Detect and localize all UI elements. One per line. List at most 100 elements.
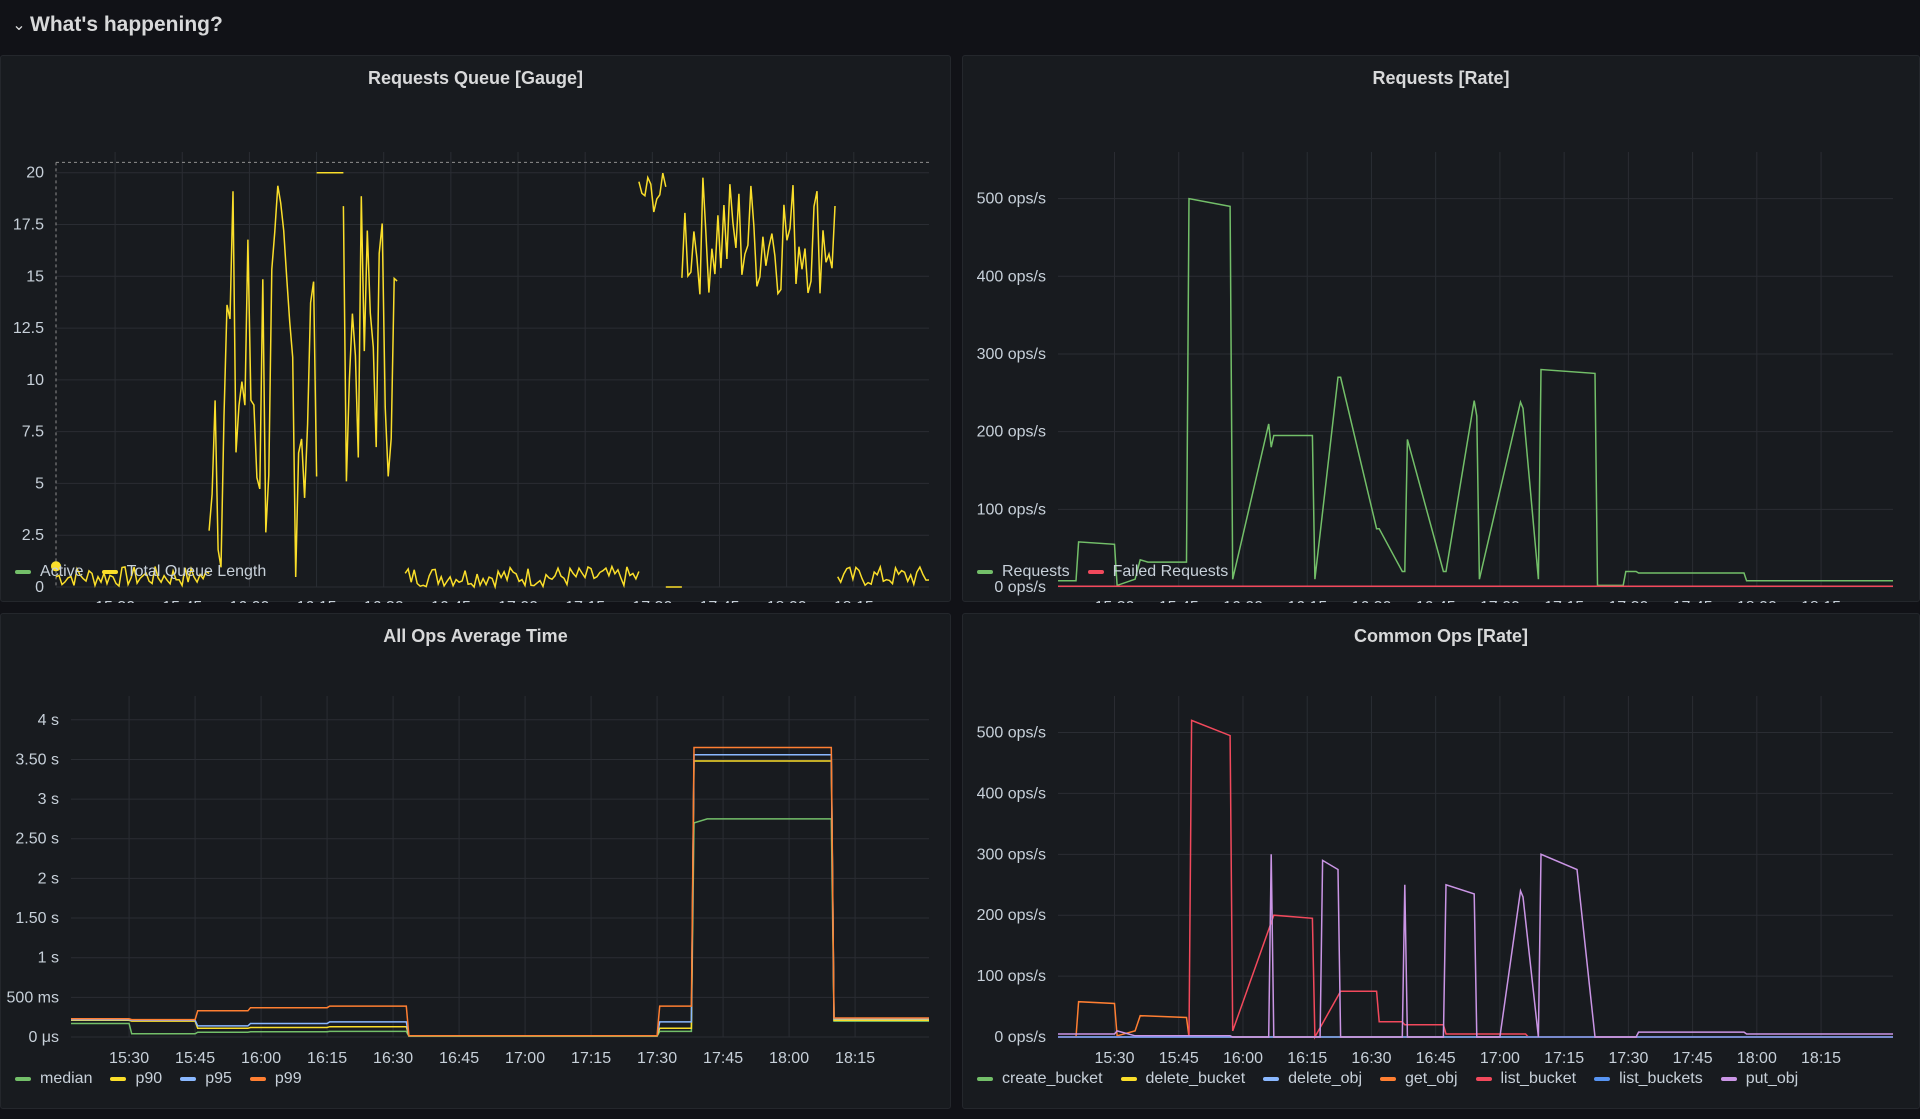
y-tick-label: 500 ms [7,989,59,1006]
y-tick-label: 500 ops/s [977,725,1046,742]
panel-title: All Ops Average Time [383,626,568,646]
y-tick-label: 7.5 [22,424,44,441]
common-ops-rate-chart: 0 ops/s 100 ops/s 200 ops/s 300 ops/s 400 op… [977,696,1893,1067]
y-tick-label: 300 ops/s [977,846,1046,863]
y-tick-label: 10 [26,372,44,389]
y-tick-label: 300 ops/s [977,346,1046,363]
legend-item-put-obj[interactable]: put_obj [1720,1070,1798,1088]
legend-swatch [101,570,118,574]
legend-item-get-obj[interactable]: get_obj [1380,1070,1458,1088]
x-tick-label: 17:30 [1608,599,1648,603]
x-tick-label: 15:30 [1094,599,1134,603]
x-tick-label: 16:30 [1351,1050,1391,1067]
x-tick-label: 17:45 [1673,599,1713,603]
x-tick-label: 15:30 [1094,1050,1134,1067]
legend-item-delete-obj[interactable]: delete_obj [1263,1070,1362,1088]
y-tick-label: 100 ops/s [977,501,1046,518]
panel-common-ops-rate[interactable]: Common Ops [Rate] 0 ops/s 100 ops/s 200 op… [962,613,1920,1109]
x-tick-label: 17:30 [632,599,672,603]
chevron-down-icon[interactable]: ⌄ [12,17,26,34]
series-point-total-queue-length [51,561,61,572]
x-tick-label: 15:45 [1159,599,1199,603]
legend-swatch [1120,1077,1137,1081]
legend-swatch [15,570,31,574]
x-tick-label: 17:45 [703,1050,743,1067]
y-tick-label: 100 ops/s [977,968,1046,985]
x-tick-label: 16:45 [431,599,471,603]
legend-item-total-queue-length[interactable]: Total Queue Length [101,563,266,581]
legend-swatch [110,1077,127,1081]
panel-title: Common Ops [Rate] [1353,626,1528,646]
series-line-total-queue-length [681,177,836,296]
x-tick-label: 17:15 [571,1050,611,1067]
series-line-total-queue-length [342,196,398,482]
y-tick-label: 0 ops/s [994,579,1046,596]
x-tick-label: 16:15 [307,1050,347,1067]
legend-swatch [1380,1077,1396,1081]
legend-swatch [1594,1077,1611,1081]
y-tick-label: 400 ops/s [977,268,1046,285]
series-line-median [71,818,929,1037]
y-tick-label: 200 ops/s [977,424,1046,441]
series-line-total-queue-length [55,565,210,589]
legend-item-median[interactable]: median [15,1070,92,1088]
y-tick-label: 20 [26,165,44,182]
x-tick-label: 15:45 [1159,1050,1199,1067]
series-line-total-queue-length [208,185,318,578]
legend-swatch [1720,1077,1737,1081]
y-tick-label: 0 μs [28,1029,59,1046]
x-tick-label: 16:30 [1351,599,1391,603]
x-tick-label: 16:00 [1223,1050,1263,1067]
legend-item-p99[interactable]: p99 [249,1070,302,1088]
legend-item-failed-requests[interactable]: Failed Requests [1087,563,1228,581]
series-line-p90 [71,760,929,1037]
legend-swatch [180,1077,197,1081]
series-line-total-queue-length [404,564,640,590]
x-tick-label: 16:15 [297,599,337,603]
x-tick-label: 15:45 [175,1050,215,1067]
y-tick-label: 3 s [38,791,59,808]
series-line-total-queue-length [837,564,930,587]
legend: Requests Failed Requests [977,563,1246,581]
y-tick-label: 0 ops/s [994,1029,1046,1046]
x-tick-label: 18:15 [1801,599,1841,603]
row-header[interactable]: ⌄ What's happening? [0,0,1920,50]
x-tick-label: 16:15 [1287,599,1327,603]
x-tick-label: 17:30 [637,1050,677,1067]
legend-item-list-buckets[interactable]: list_buckets [1594,1070,1703,1088]
series-line-get-obj [1058,1000,1893,1038]
x-tick-label: 16:15 [1287,1050,1327,1067]
x-tick-label: 17:15 [1544,1050,1584,1067]
panel-requests-rate[interactable]: Requests [Rate] 0 ops/s 100 ops/s 200 ops/… [962,55,1920,603]
y-tick-label: 3.50 s [15,751,59,768]
legend: median p90 p95 p99 [15,1070,320,1088]
y-tick-label: 15 [26,268,44,285]
y-tick-label: 2.5 [22,527,44,544]
y-tick-label: 1.50 s [15,910,59,927]
x-tick-label: 15:30 [109,1050,149,1067]
x-tick-label: 17:15 [1544,599,1584,603]
legend-item-requests[interactable]: Requests [977,563,1070,581]
x-tick-label: 17:30 [1608,1050,1648,1067]
legend-swatch [15,1077,31,1081]
legend-item-active[interactable]: Active [15,563,84,581]
x-tick-label: 18:00 [767,599,807,603]
legend-item-p95[interactable]: p95 [180,1070,232,1088]
panel-title: Requests Queue [Gauge] [367,68,584,88]
series-line-p99 [71,746,929,1037]
x-tick-label: 17:45 [699,599,739,603]
legend-item-p90[interactable]: p90 [110,1070,162,1088]
all-ops-average-time-chart: 0 μs 500 ms 1 s 1.50 s 2 s 2.50 s 3 s 3.50 s 4 s… [7,696,929,1067]
panel-all-ops-average-time[interactable]: All Ops Average Time 0 μs 500 ms 1 s 1.50 s… [0,613,951,1109]
panel-requests-queue[interactable]: Requests Queue [Gauge] 0 2.5 5 7.5 10 12.5 15 1… [0,55,951,603]
x-tick-label: 16:45 [1416,1050,1456,1067]
legend-item-list-bucket[interactable]: list_bucket [1475,1070,1576,1088]
y-tick-label: 4 s [38,712,59,729]
x-tick-label: 18:00 [1737,1050,1777,1067]
legend-item-delete-bucket[interactable]: delete_bucket [1120,1070,1245,1088]
row-title: What's happening? [30,13,223,36]
requests-queue-chart: 0 2.5 5 7.5 10 12.5 15 17.5 20 15:30 15:45 16:00 16:… [13,152,930,603]
legend-item-create-bucket[interactable]: create_bucket [977,1070,1103,1088]
x-tick-label: 16:00 [229,599,269,603]
y-tick-label: 200 ops/s [977,907,1046,924]
